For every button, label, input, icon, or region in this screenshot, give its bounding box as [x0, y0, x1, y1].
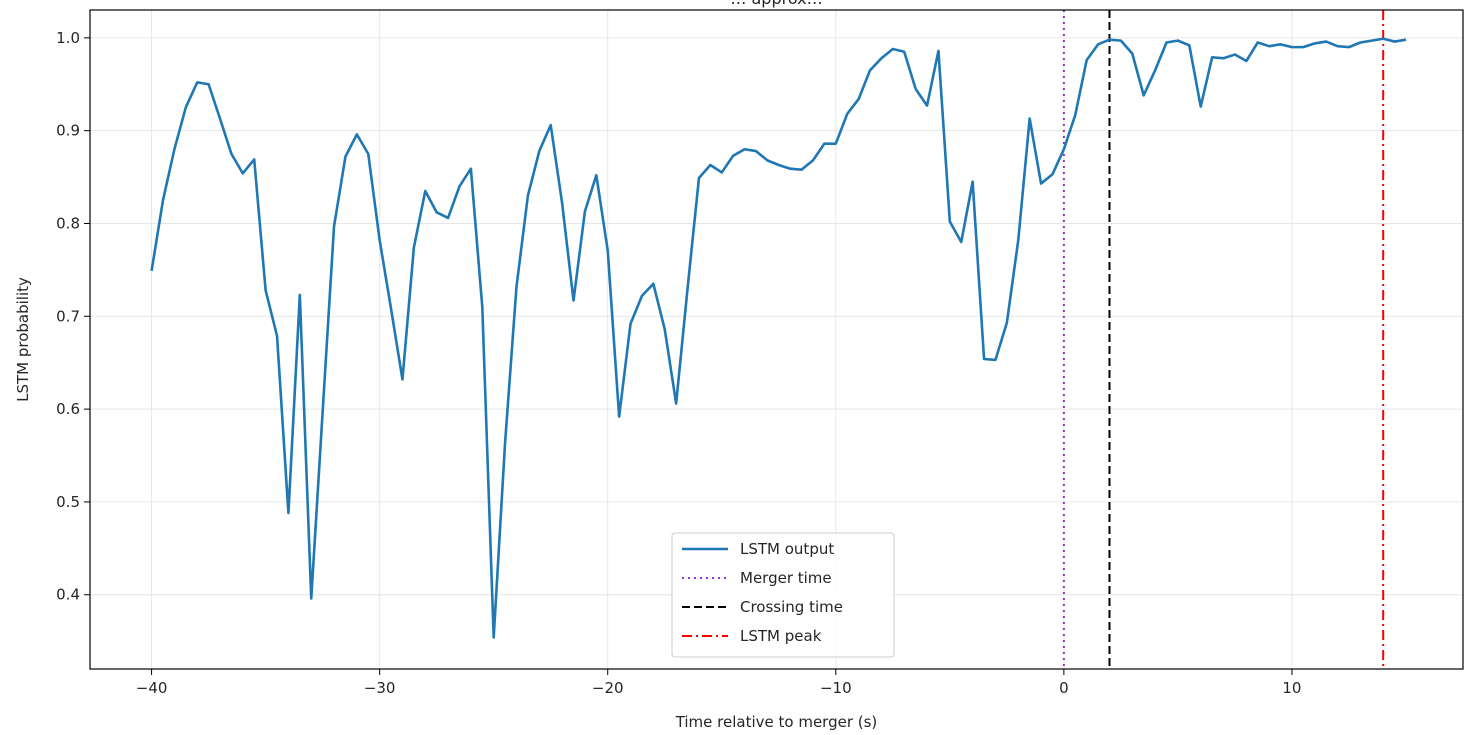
y-tick-label: 0.8 — [56, 214, 80, 232]
x-tick-label: −30 — [364, 679, 396, 697]
y-tick-label: 0.7 — [56, 307, 80, 325]
y-tick-label: 0.6 — [56, 400, 80, 418]
legend: LSTM output Merger time Crossing time LSTM … — [671, 532, 895, 658]
reference-lines — [1062, 10, 1385, 669]
plot-area-frame — [89, 9, 1464, 670]
y-tick-label: 0.9 — [56, 122, 80, 140]
series-lines — [150, 37, 1407, 639]
y-tick-label: 0.4 — [56, 586, 80, 604]
legend-label-merger-time: Merger time — [740, 569, 832, 587]
y-tick-label: 0.5 — [56, 493, 80, 511]
legend-items: LSTM output Merger time Crossing time LSTM … — [682, 540, 843, 645]
y-axis-ticks: 0.4 0.5 0.6 0.7 0.8 0.9 1.0 — [56, 29, 90, 604]
chart-title: … approx… — [730, 0, 822, 8]
y-tick-label: 1.0 — [56, 29, 80, 47]
legend-label-lstm-output: LSTM output — [740, 540, 834, 558]
x-axis-label: Time relative to merger (s) — [675, 713, 878, 731]
lstm-output-line — [150, 37, 1407, 639]
x-tick-label: 0 — [1059, 679, 1069, 697]
x-tick-label: −10 — [820, 679, 852, 697]
legend-label-lstm-peak: LSTM peak — [740, 627, 822, 645]
x-axis-ticks: −40 −30 −20 −10 0 10 — [136, 669, 1301, 697]
grid — [90, 10, 1463, 669]
x-tick-label: 10 — [1282, 679, 1301, 697]
x-tick-label: −40 — [136, 679, 168, 697]
legend-box — [671, 532, 895, 658]
x-tick-label: −20 — [592, 679, 624, 697]
y-axis-label: LSTM probability — [14, 277, 32, 402]
legend-label-crossing-time: Crossing time — [740, 598, 843, 616]
